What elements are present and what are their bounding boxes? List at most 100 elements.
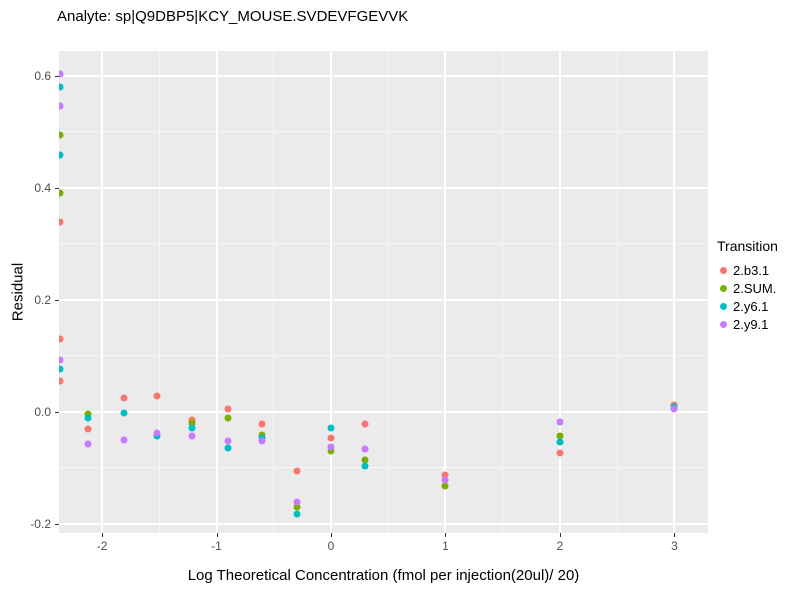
y-axis-title: Residual — [9, 262, 27, 322]
data-point — [258, 437, 266, 445]
x-tick-mark — [331, 533, 332, 537]
data-point — [224, 437, 232, 445]
data-point — [556, 418, 564, 426]
legend-title: Transition — [717, 238, 778, 254]
y-tick-mark — [55, 524, 59, 526]
x-tick-label: 0 — [327, 539, 335, 553]
data-point — [59, 70, 64, 78]
data-point — [84, 425, 92, 433]
data-point — [59, 365, 64, 373]
legend-swatch-icon — [720, 320, 727, 328]
y-gridline-major — [59, 298, 708, 301]
y-gridline-minor — [59, 355, 708, 357]
x-tick-mark — [559, 533, 561, 537]
x-tick-mark — [674, 533, 676, 537]
data-point — [224, 414, 232, 422]
legend-item-label: 2.y9.1 — [733, 316, 769, 332]
y-gridline-major — [59, 186, 708, 189]
legend-swatch-icon — [720, 284, 727, 292]
y-gridline-minor — [59, 243, 708, 245]
data-point — [361, 420, 369, 428]
data-point — [59, 83, 64, 91]
x-gridline-major — [330, 51, 332, 533]
y-gridline-minor — [59, 467, 708, 469]
data-point — [556, 432, 564, 440]
x-gridline-major — [215, 51, 218, 533]
legend: Transition 2.b3.1 2.SUM. 2.y6.1 2.y9.1 — [717, 238, 778, 333]
data-point — [84, 410, 92, 418]
data-point — [59, 377, 64, 385]
data-point — [59, 189, 64, 197]
data-point — [59, 151, 64, 159]
legend-item-label: 2.y6.1 — [733, 298, 769, 314]
data-point — [120, 436, 128, 444]
data-point — [293, 510, 301, 518]
chart-title: Analyte: sp|Q9DBP5|KCY_MOUSE.SVDEVFGEVVK — [57, 8, 409, 25]
x-gridline-minor — [387, 51, 389, 533]
data-point — [188, 419, 196, 427]
y-gridline-major — [59, 410, 708, 413]
data-point — [293, 498, 301, 506]
legend-item: 2.b3.1 — [717, 261, 778, 279]
data-point — [59, 335, 64, 343]
x-tick-label: 1 — [442, 539, 449, 553]
data-point — [59, 356, 64, 364]
x-gridline-major — [558, 51, 561, 533]
data-point — [327, 434, 335, 442]
data-point — [188, 432, 196, 440]
data-point — [361, 445, 369, 453]
x-gridline-major — [673, 51, 676, 533]
y-tick-mark — [55, 299, 59, 301]
data-point — [441, 471, 449, 479]
data-point — [441, 476, 449, 484]
data-point — [293, 467, 301, 475]
y-tick-mark — [55, 411, 59, 413]
y-tick-mark — [55, 187, 59, 189]
data-point — [59, 218, 64, 226]
x-tick-mark — [445, 533, 447, 537]
legend-item-label: 2.SUM. — [733, 280, 777, 296]
data-point — [441, 482, 449, 490]
data-point — [153, 392, 161, 400]
y-tick-label: 0.2 — [34, 292, 51, 307]
data-point — [670, 405, 678, 413]
x-axis-title: Log Theoretical Concentration (fmol per … — [187, 567, 580, 584]
legend-item-label: 2.b3.1 — [733, 262, 770, 278]
x-gridline-minor — [273, 51, 275, 533]
plot-panel — [59, 51, 708, 533]
data-point — [327, 447, 335, 455]
x-gridline-minor — [616, 51, 618, 533]
x-gridline-major — [101, 51, 104, 533]
data-point — [293, 503, 301, 511]
x-tick-label: -2 — [96, 539, 108, 553]
data-point — [361, 462, 369, 470]
y-tick-label: 0.6 — [34, 68, 51, 83]
x-tick-label: 2 — [556, 539, 564, 553]
y-tick-label: -0.2 — [30, 517, 51, 532]
data-point — [224, 405, 232, 413]
y-gridline-minor — [59, 131, 708, 133]
data-point — [258, 420, 266, 428]
x-tick-label: 3 — [671, 539, 678, 553]
x-tick-mark — [102, 533, 104, 537]
data-point — [120, 394, 128, 402]
x-gridline-minor — [502, 51, 504, 533]
data-point — [84, 414, 92, 422]
legend-item: 2.y9.1 — [717, 315, 778, 333]
legend-item: 2.y6.1 — [717, 297, 778, 315]
data-point — [84, 440, 92, 448]
y-gridline-major — [59, 74, 708, 77]
data-point — [120, 409, 128, 417]
legend-items: 2.b3.1 2.SUM. 2.y6.1 2.y9.1 — [717, 261, 778, 333]
data-point — [153, 429, 161, 437]
legend-item: 2.SUM. — [717, 279, 778, 297]
y-tick-label: 0.4 — [34, 180, 51, 195]
data-point — [556, 449, 564, 457]
data-point — [327, 443, 335, 451]
data-point — [556, 438, 564, 446]
data-point — [361, 456, 369, 464]
data-point — [327, 424, 335, 432]
data-point — [59, 102, 64, 110]
x-tick-label: -1 — [211, 539, 222, 553]
